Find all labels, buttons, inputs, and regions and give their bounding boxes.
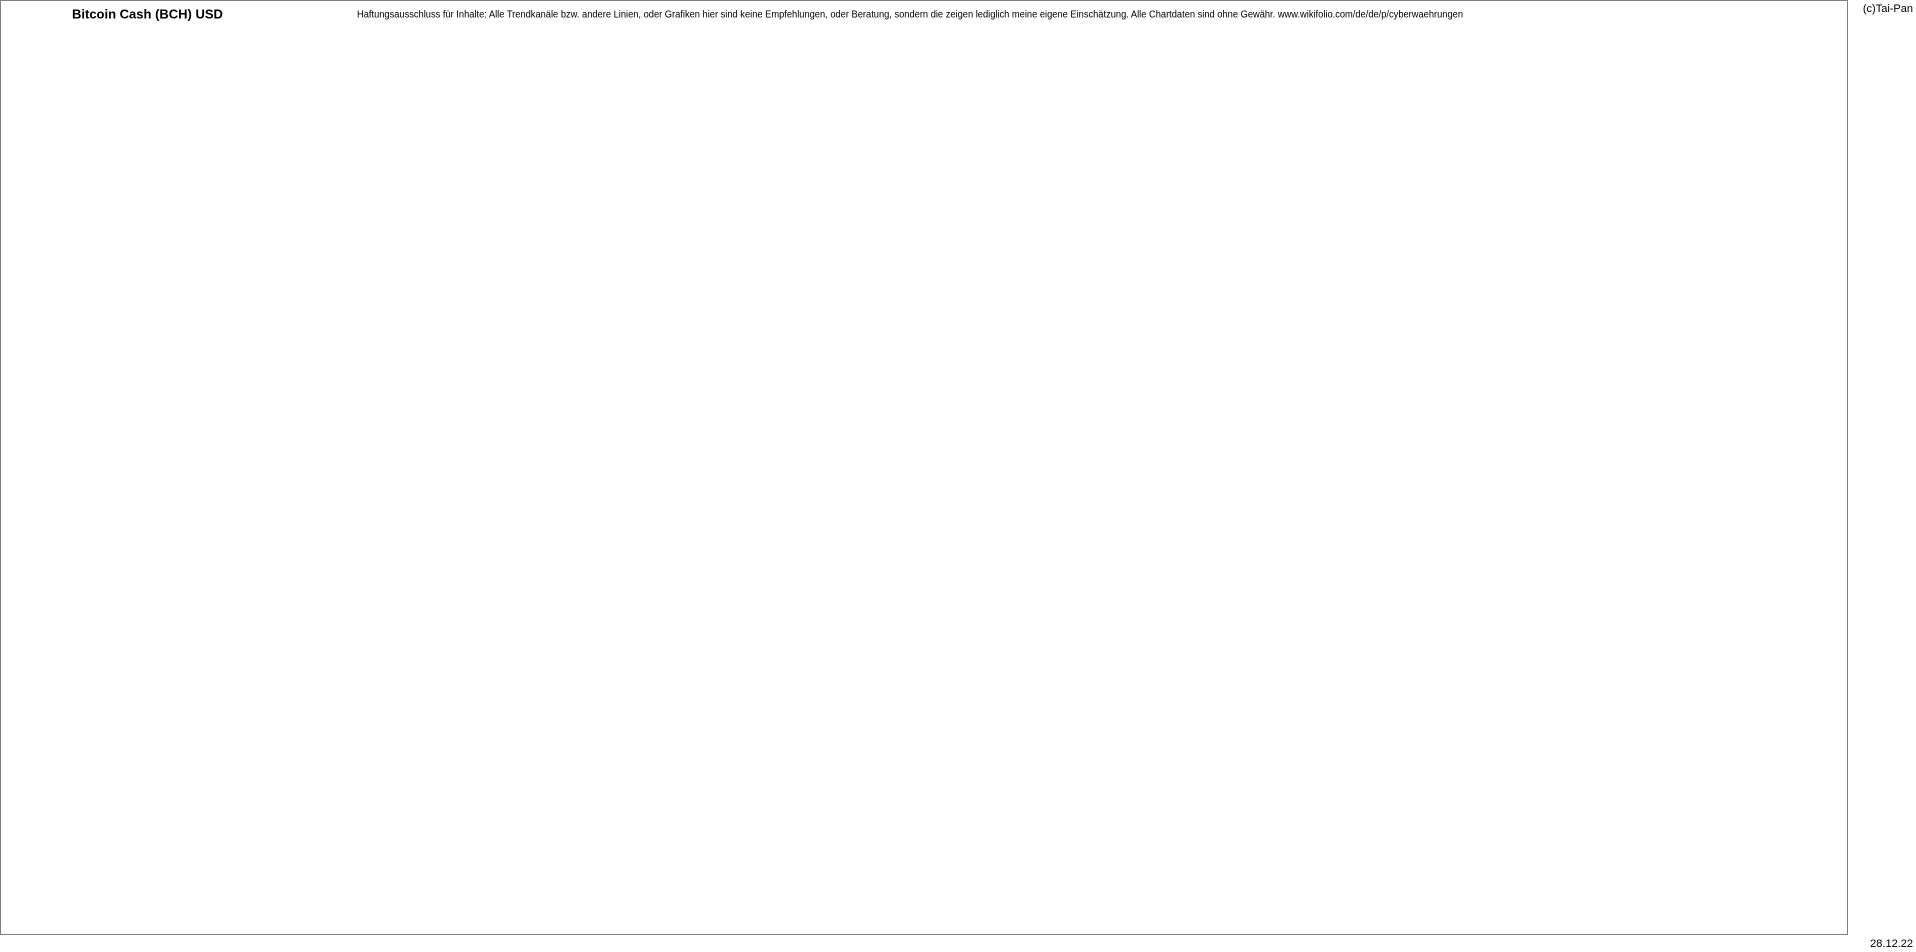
labels: Bitcoin Cash (BCH) USD Haftungsausschlus… bbox=[72, 3, 1913, 950]
last-date: 28.12.22 bbox=[1870, 938, 1913, 950]
plot-frame bbox=[0, 0, 1848, 935]
chart-title: Bitcoin Cash (BCH) USD bbox=[72, 6, 223, 21]
credit: (c)Tai-Pan bbox=[1863, 3, 1913, 15]
disclaimer: Haftungsausschluss für Inhalte: Alle Tre… bbox=[357, 10, 1463, 21]
